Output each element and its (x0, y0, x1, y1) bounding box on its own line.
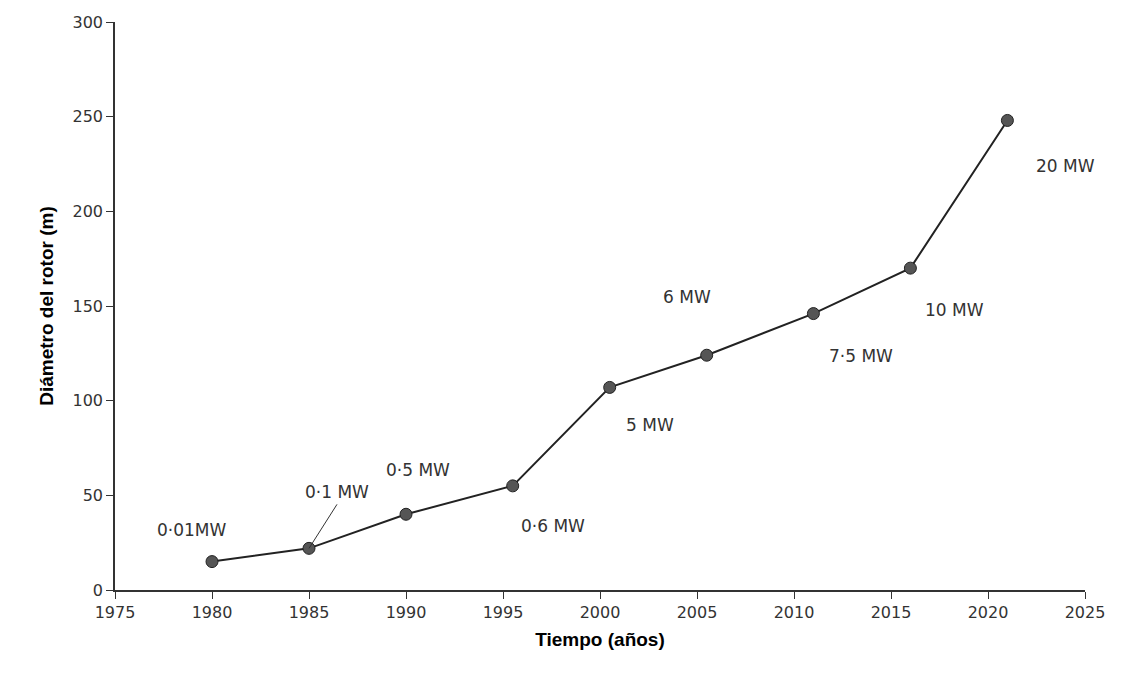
svg-text:2010: 2010 (774, 603, 815, 622)
svg-text:0: 0 (93, 581, 103, 600)
svg-text:0·1 MW: 0·1 MW (305, 482, 369, 502)
svg-text:0·01MW: 0·01MW (157, 520, 227, 540)
svg-text:2015: 2015 (871, 603, 912, 622)
svg-text:20 MW: 20 MW (1036, 156, 1095, 176)
svg-text:2005: 2005 (677, 603, 718, 622)
svg-text:300: 300 (73, 13, 104, 32)
svg-text:2000: 2000 (580, 603, 621, 622)
svg-text:50: 50 (83, 486, 103, 505)
svg-text:2020: 2020 (968, 603, 1009, 622)
svg-text:0·6 MW: 0·6 MW (521, 516, 585, 536)
svg-text:100: 100 (73, 391, 104, 410)
svg-text:250: 250 (73, 107, 104, 126)
svg-text:150: 150 (73, 297, 104, 316)
svg-text:1975: 1975 (95, 603, 136, 622)
svg-text:Diámetro del rotor (m): Diámetro del rotor (m) (36, 206, 57, 406)
svg-text:1980: 1980 (192, 603, 233, 622)
svg-text:6 MW: 6 MW (663, 287, 711, 307)
svg-text:1995: 1995 (483, 603, 524, 622)
svg-text:Tiempo (años): Tiempo (años) (535, 629, 665, 650)
svg-text:2025: 2025 (1065, 603, 1106, 622)
svg-text:1985: 1985 (289, 603, 330, 622)
svg-text:0·5 MW: 0·5 MW (386, 460, 450, 480)
svg-text:10 MW: 10 MW (925, 300, 984, 320)
svg-text:7·5 MW: 7·5 MW (829, 346, 893, 366)
svg-text:200: 200 (73, 202, 104, 221)
svg-text:5 MW: 5 MW (626, 415, 674, 435)
svg-text:1990: 1990 (386, 603, 427, 622)
